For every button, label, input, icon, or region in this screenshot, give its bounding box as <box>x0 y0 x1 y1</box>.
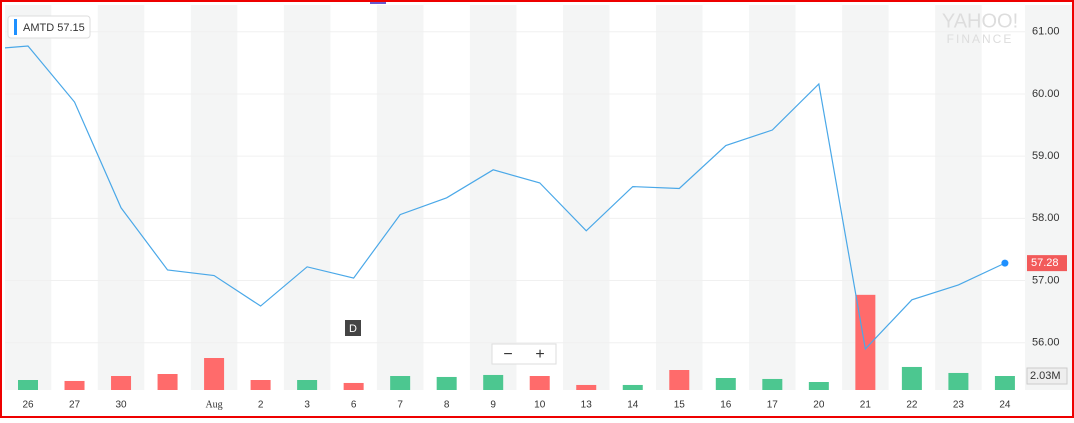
volume-bar <box>529 376 550 390</box>
day-band <box>283 5 331 390</box>
axis-band <box>1025 5 1072 390</box>
volume-tag <box>1026 367 1068 385</box>
legend-name: AMTD <box>23 22 54 34</box>
x-tick-label: 16 <box>720 400 732 411</box>
volume-bar <box>297 380 318 390</box>
volume-bar <box>204 358 225 390</box>
x-tick-label: Aug <box>205 399 222 410</box>
price-line <box>5 45 1006 351</box>
zoom-out[interactable]: − <box>503 346 512 363</box>
y-tick-label: 60.00 <box>1032 88 1060 100</box>
y-tick-label: 57.00 <box>1032 274 1060 286</box>
volume-bar <box>762 378 783 390</box>
x-tick-label: 2 <box>258 400 264 411</box>
day-band <box>97 5 145 390</box>
x-tick-label: 27 <box>69 400 81 411</box>
price-tag <box>1027 255 1067 272</box>
x-tick-label: 9 <box>490 400 496 411</box>
zoom-control <box>491 343 557 365</box>
x-tick-label: 17 <box>767 400 779 411</box>
legend-swatch <box>14 19 17 35</box>
price-tag-label: 57.28 <box>1031 257 1059 269</box>
volume-bar <box>994 376 1015 390</box>
legend-label: AMTD 57.15 <box>23 22 85 34</box>
x-tick-label: 14 <box>627 400 639 411</box>
zoom-in[interactable]: + <box>535 346 544 363</box>
x-tick-label: 21 <box>860 400 872 411</box>
x-tick-label: 8 <box>444 400 450 411</box>
volume-bar <box>622 384 643 390</box>
x-tick-label: 7 <box>397 400 403 411</box>
volume-bar <box>808 382 829 390</box>
day-band <box>749 5 796 390</box>
volume-bar <box>390 376 411 390</box>
day-band <box>376 5 424 390</box>
day-band <box>935 5 982 390</box>
y-tick-label: 59.00 <box>1032 150 1060 162</box>
legend-value: 57.15 <box>57 22 85 34</box>
x-tick-label: 3 <box>304 400 310 411</box>
x-tick-label: 30 <box>115 400 127 411</box>
volume-bar <box>157 374 178 390</box>
legend <box>7 15 91 39</box>
day-band <box>656 5 703 390</box>
volume-bar <box>669 370 690 390</box>
x-tick-label: 22 <box>906 400 918 411</box>
x-tick-label: 13 <box>581 400 593 411</box>
volume-bar <box>576 384 597 390</box>
watermark: YAHOO! <box>942 10 1018 32</box>
y-tick-label: 58.00 <box>1032 212 1060 224</box>
x-tick-label: 15 <box>674 400 686 411</box>
event-marker[interactable] <box>345 320 361 336</box>
x-tick-label: 6 <box>351 400 357 411</box>
volume-bar <box>111 376 132 390</box>
x-tick-label: 24 <box>999 400 1011 411</box>
y-tick-label: 56.00 <box>1032 337 1060 349</box>
x-tick-label: 20 <box>813 400 825 411</box>
day-band <box>5 5 52 390</box>
x-tick-label: 26 <box>22 400 34 411</box>
x-tick-label: 23 <box>953 400 965 411</box>
volume-tag-label: 2.03M <box>1030 370 1061 382</box>
volume-bar <box>250 380 271 390</box>
watermark: FINANCE <box>947 32 1014 46</box>
volume-bar <box>715 378 736 390</box>
volume-bar <box>436 376 457 390</box>
x-tick-label: 10 <box>534 400 546 411</box>
plot-area <box>5 45 1015 390</box>
event-marker-label: D <box>349 323 357 335</box>
volume-bar <box>343 382 364 390</box>
volume-bar <box>483 374 504 390</box>
last-point <box>1001 259 1009 267</box>
volume-bar <box>64 380 85 390</box>
volume-bar <box>948 372 969 390</box>
volume-bar <box>901 366 922 390</box>
volume-bar <box>18 380 38 390</box>
day-band <box>190 5 238 390</box>
day-band <box>469 5 517 390</box>
day-band <box>562 5 610 390</box>
y-tick-label: 61.00 <box>1032 26 1060 38</box>
